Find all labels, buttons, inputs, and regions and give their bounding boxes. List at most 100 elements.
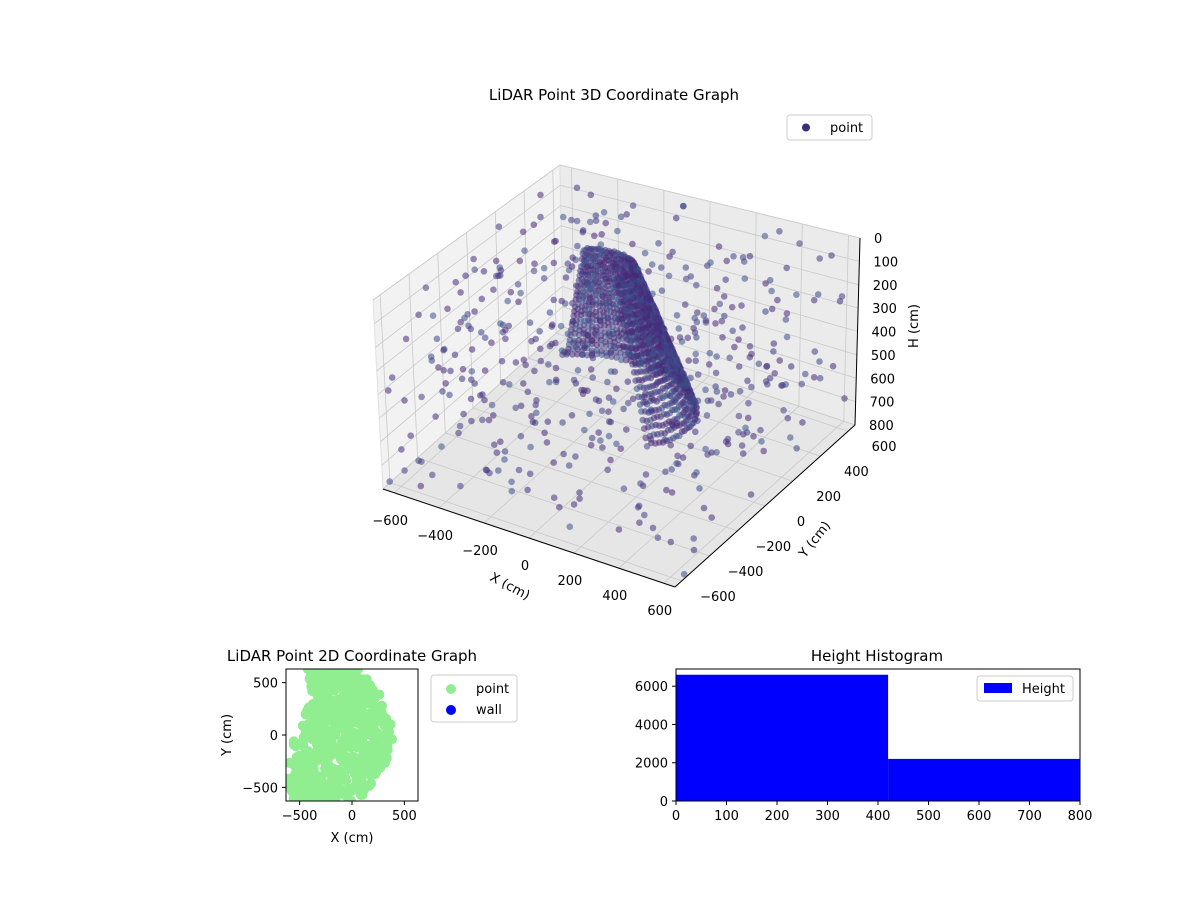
point-3d xyxy=(386,478,394,485)
point-3d xyxy=(814,291,822,298)
point-3d xyxy=(506,381,513,388)
point-3d xyxy=(544,418,552,426)
histogram-legend-label: Height xyxy=(1022,682,1065,697)
point-2d xyxy=(345,701,356,712)
point-3d xyxy=(741,275,749,282)
point-3d xyxy=(591,330,599,337)
point-3d xyxy=(721,387,729,394)
point-3d xyxy=(720,293,728,300)
y-tick-label: 0 xyxy=(797,515,805,530)
point-3d xyxy=(702,386,709,394)
x-tick-label: −200 xyxy=(462,544,498,559)
chart-3d-title: LiDAR Point 3D Coordinate Graph xyxy=(489,86,739,104)
point-3d xyxy=(508,478,515,486)
point-3d xyxy=(690,546,698,554)
point-3d xyxy=(556,503,563,511)
point-3d xyxy=(526,319,534,327)
point-3d xyxy=(762,378,770,385)
point-3d xyxy=(550,296,557,304)
point-3d xyxy=(417,482,425,490)
point-3d xyxy=(700,312,708,319)
point-3d xyxy=(587,366,595,373)
point-3d xyxy=(628,329,636,337)
point-3d xyxy=(680,570,688,578)
point-3d xyxy=(642,398,649,406)
point-2d xyxy=(326,725,337,736)
point-3d xyxy=(537,191,544,199)
point-3d xyxy=(455,429,462,437)
point-3d xyxy=(576,489,583,496)
point-3d xyxy=(667,335,675,343)
point-3d xyxy=(504,297,512,305)
point-3d xyxy=(641,283,649,291)
point-3d xyxy=(598,407,606,415)
grid-h xyxy=(377,245,858,395)
point-3d xyxy=(716,300,724,308)
point-3d xyxy=(672,214,680,222)
point-3d xyxy=(761,232,769,240)
point-3d xyxy=(402,335,410,343)
h-axis-line xyxy=(854,237,861,426)
point-3d xyxy=(799,419,806,426)
point-3d xyxy=(782,316,790,323)
point-3d xyxy=(546,309,554,316)
point-3d xyxy=(755,360,763,368)
point-3d xyxy=(614,227,621,235)
x-tick-label: 700 xyxy=(1017,809,1042,824)
point-3d xyxy=(758,438,765,445)
point-2d xyxy=(321,706,332,717)
point-3d xyxy=(481,396,488,404)
point-3d xyxy=(783,264,790,272)
x-tick-label: 200 xyxy=(765,809,790,824)
point-3d xyxy=(615,526,623,533)
point-3d xyxy=(653,379,661,387)
point-3d xyxy=(550,259,558,267)
point-3d xyxy=(637,279,644,286)
point-3d xyxy=(766,276,774,284)
point-2d xyxy=(312,707,323,718)
point-3d xyxy=(760,447,767,455)
point-3d xyxy=(622,356,630,364)
point-3d xyxy=(568,412,576,419)
point-3d xyxy=(579,228,586,236)
point-3d xyxy=(654,362,661,370)
point-3d xyxy=(774,296,781,304)
point-3d xyxy=(559,419,566,426)
point-3d xyxy=(787,434,794,441)
point-3d xyxy=(460,410,467,418)
histogram-legend-swatch xyxy=(984,683,1012,693)
point-3d xyxy=(692,350,699,358)
point-3d xyxy=(540,275,548,282)
point-3d xyxy=(586,317,593,325)
point-3d xyxy=(477,392,484,399)
point-3d xyxy=(762,308,769,315)
point-3d xyxy=(623,211,630,218)
point-3d xyxy=(692,428,699,436)
histogram-title: Height Histogram xyxy=(811,647,943,665)
point-3d xyxy=(591,278,599,286)
point-3d xyxy=(566,523,574,530)
point-2d xyxy=(351,774,362,785)
point-3d xyxy=(517,289,524,297)
point-3d xyxy=(676,334,684,341)
point-3d xyxy=(613,385,620,393)
point-2d xyxy=(351,736,362,747)
point-3d xyxy=(572,343,580,351)
point-3d xyxy=(592,212,600,219)
histogram-bar xyxy=(676,674,889,801)
point-2d xyxy=(339,669,350,676)
point-3d xyxy=(739,324,746,331)
point-3d xyxy=(629,274,637,281)
point-3d xyxy=(531,367,538,375)
point-3d xyxy=(462,272,469,280)
point-3d xyxy=(757,426,764,434)
point-3d xyxy=(599,293,607,300)
point-3d xyxy=(457,318,465,326)
point-3d xyxy=(784,414,792,422)
point-3d xyxy=(485,416,493,424)
point-3d xyxy=(593,350,601,358)
point-3d xyxy=(606,299,613,307)
point-3d xyxy=(667,441,674,449)
chart-2d-legend-point-marker xyxy=(446,684,456,694)
point-3d xyxy=(580,344,588,352)
